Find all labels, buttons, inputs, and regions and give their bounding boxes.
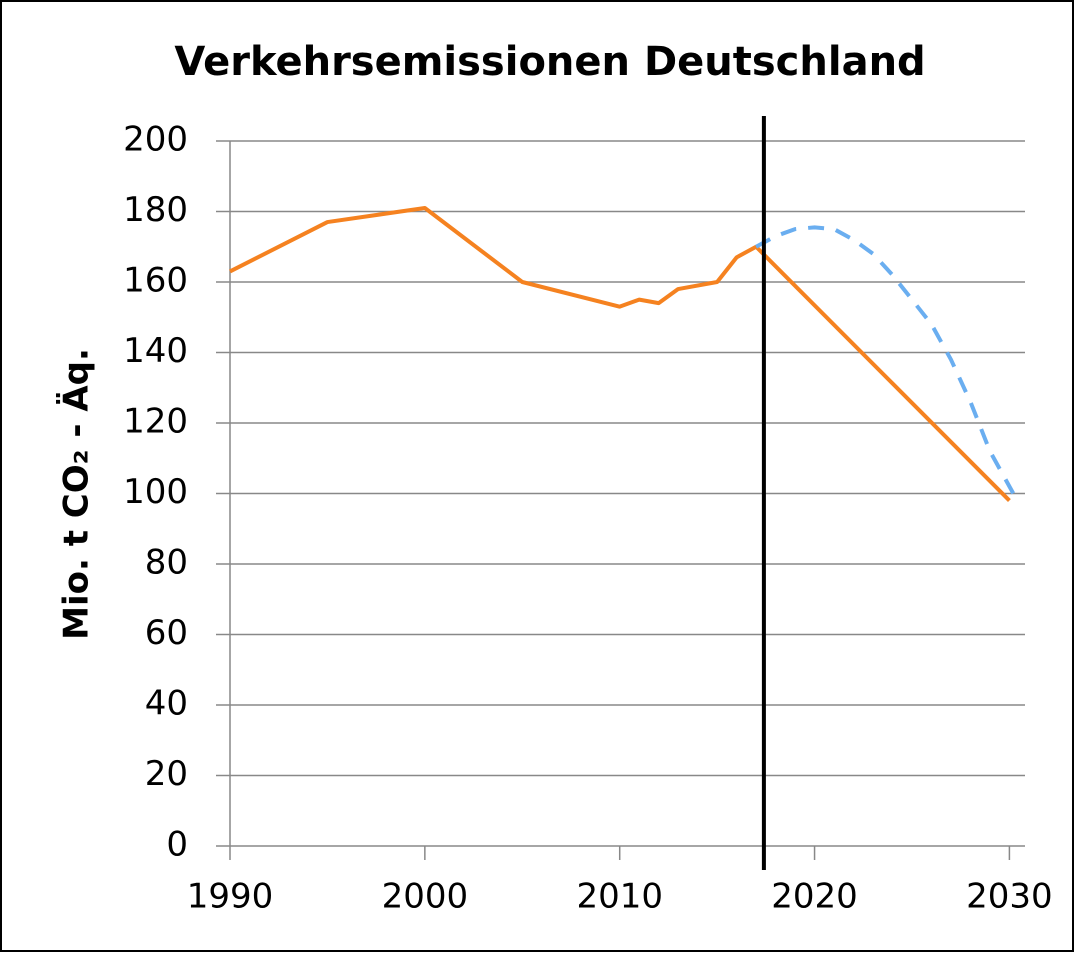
y-tick-label: 100 (123, 472, 188, 512)
y-tick-label: 140 (123, 331, 188, 371)
y-tick-label: 60 (145, 613, 188, 653)
x-tick-label: 2000 (382, 877, 469, 917)
x-tick-label: 2010 (576, 877, 663, 917)
y-tick-label: 20 (145, 754, 188, 794)
y-tick-label: 200 (123, 120, 188, 160)
y-tick-label: 180 (123, 190, 188, 230)
line-series (755, 225, 1019, 502)
x-tick-label: 2030 (966, 877, 1053, 917)
line-series (229, 205, 1011, 502)
y-axis-label: Mio. t CO₂ - Äq. (56, 348, 97, 640)
y-tick-label: 120 (123, 402, 188, 442)
chart-title: Verkehrsemissionen Deutschland (174, 39, 925, 85)
y-tick-label: 0 (166, 825, 188, 865)
x-tick-label: 1990 (187, 877, 274, 917)
y-tick-label: 80 (145, 543, 188, 583)
y-tick-label: 40 (145, 684, 188, 724)
x-tick-label: 2020 (771, 877, 858, 917)
y-tick-label: 160 (123, 261, 188, 301)
